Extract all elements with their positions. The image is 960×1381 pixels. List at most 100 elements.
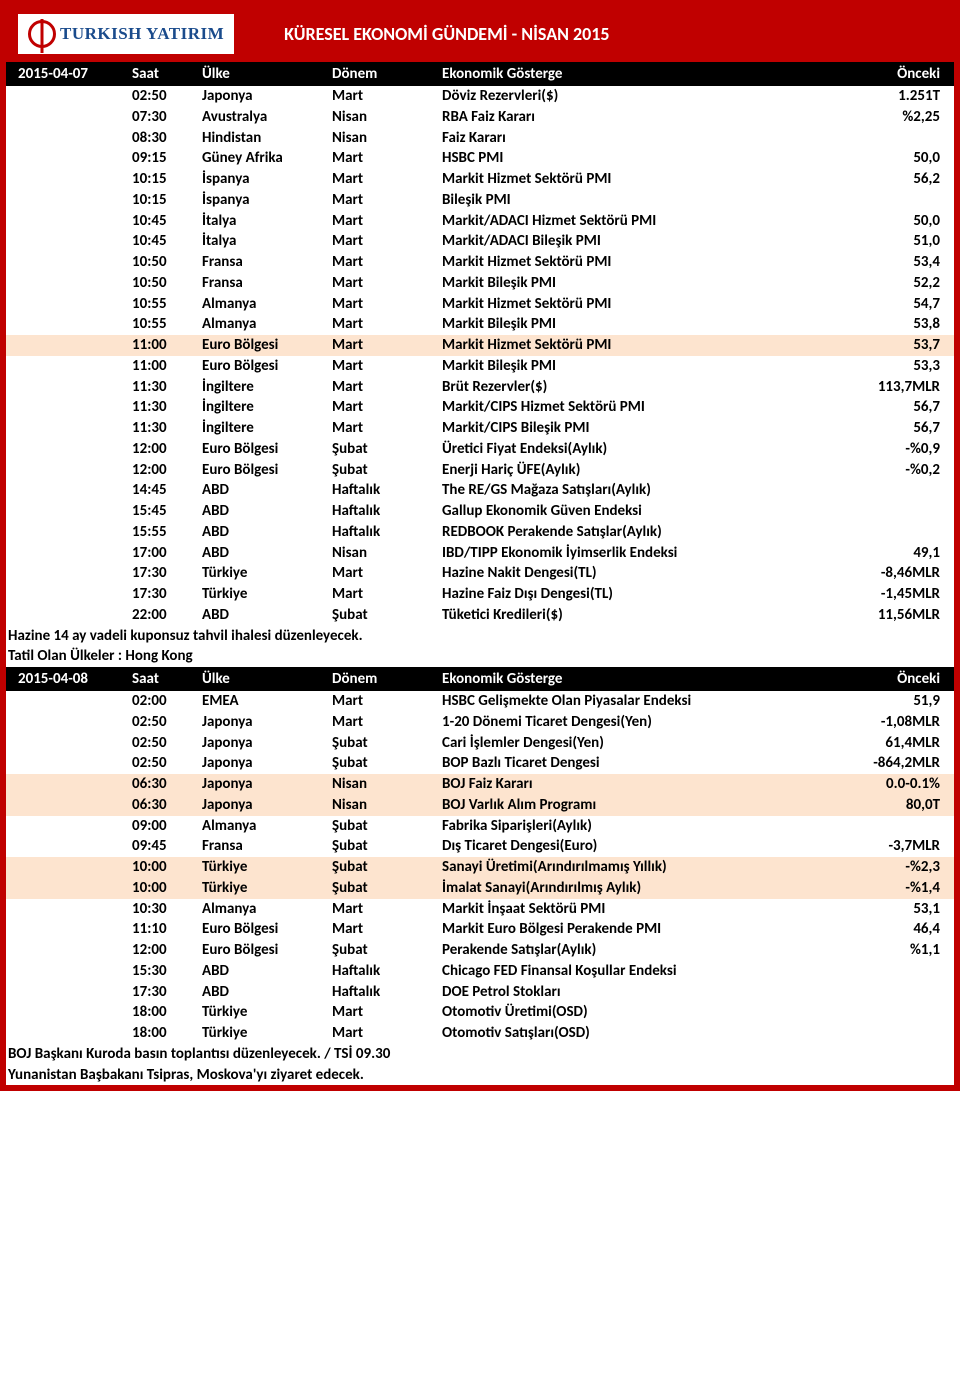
cell-date bbox=[12, 544, 132, 563]
col-saat: Saat bbox=[132, 670, 202, 688]
cell-ulke: Almanya bbox=[202, 295, 332, 314]
cell-donem: Şubat bbox=[332, 440, 442, 459]
table-row: 11:00Euro BölgesiMartMarkit Bileşik PMI5… bbox=[6, 356, 954, 377]
table-row: 02:00EMEAMartHSBC Gelişmekte Olan Piyasa… bbox=[6, 691, 954, 712]
cell-date bbox=[12, 606, 132, 625]
table-row: 10:15İspanyaMartMarkit Hizmet Sektörü PM… bbox=[6, 169, 954, 190]
cell-ulke: Japonya bbox=[202, 775, 332, 794]
cell-saat: 07:30 bbox=[132, 108, 202, 127]
table-row: 06:30JaponyaNisanBOJ Varlık Alım Program… bbox=[6, 795, 954, 816]
cell-ulke: ABD bbox=[202, 502, 332, 521]
cell-onceki bbox=[838, 129, 948, 148]
cell-date bbox=[12, 212, 132, 231]
cell-donem: Mart bbox=[332, 920, 442, 939]
cell-saat: 18:00 bbox=[132, 1003, 202, 1022]
cell-date bbox=[12, 817, 132, 836]
cell-date bbox=[12, 775, 132, 794]
cell-gosterge: Otomotiv Satışları(OSD) bbox=[442, 1024, 838, 1043]
cell-onceki: 53,4 bbox=[838, 253, 948, 272]
cell-saat: 10:45 bbox=[132, 232, 202, 251]
cell-date bbox=[12, 879, 132, 898]
cell-donem: Şubat bbox=[332, 879, 442, 898]
cell-donem: Mart bbox=[332, 274, 442, 293]
col-date: 2015-04-08 bbox=[12, 670, 132, 688]
cell-saat: 02:50 bbox=[132, 754, 202, 773]
cell-ulke: Türkiye bbox=[202, 879, 332, 898]
cell-date bbox=[12, 713, 132, 732]
cell-date bbox=[12, 1003, 132, 1022]
table-row: 18:00TürkiyeMartOtomotiv Satışları(OSD) bbox=[6, 1023, 954, 1044]
section-note: Yunanistan Başbakanı Tsipras, Moskova'yı… bbox=[6, 1065, 954, 1086]
cell-donem: Haftalık bbox=[332, 962, 442, 981]
cell-donem: Nisan bbox=[332, 796, 442, 815]
cell-donem: Şubat bbox=[332, 941, 442, 960]
table-row: 10:30AlmanyaMartMarkit İnşaat Sektörü PM… bbox=[6, 899, 954, 920]
rows-container: 02:50JaponyaMartDöviz Rezervleri($)1.251… bbox=[6, 86, 954, 626]
section-note: Hazine 14 ay vadeli kuponsuz tahvil ihal… bbox=[6, 626, 954, 647]
cell-date bbox=[12, 858, 132, 877]
cell-saat: 10:00 bbox=[132, 858, 202, 877]
cell-gosterge: Markit Hizmet Sektörü PMI bbox=[442, 253, 838, 272]
cell-ulke: ABD bbox=[202, 606, 332, 625]
cell-donem: Şubat bbox=[332, 837, 442, 856]
cell-gosterge: The RE/GS Mağaza Satışları(Aylık) bbox=[442, 481, 838, 500]
cell-onceki bbox=[838, 481, 948, 500]
cell-ulke: İspanya bbox=[202, 170, 332, 189]
cell-onceki: -%1,4 bbox=[838, 879, 948, 898]
cell-donem: Nisan bbox=[332, 108, 442, 127]
table-row: 11:00Euro BölgesiMartMarkit Hizmet Sektö… bbox=[6, 335, 954, 356]
cell-gosterge: Chicago FED Finansal Koşullar Endeksi bbox=[442, 962, 838, 981]
cell-gosterge: Üretici Fiyat Endeksi(Aylık) bbox=[442, 440, 838, 459]
cell-donem: Nisan bbox=[332, 775, 442, 794]
cell-date bbox=[12, 1024, 132, 1043]
cell-onceki: %1,1 bbox=[838, 941, 948, 960]
cell-donem: Mart bbox=[332, 692, 442, 711]
cell-ulke: İngiltere bbox=[202, 378, 332, 397]
cell-date bbox=[12, 734, 132, 753]
cell-gosterge: BOJ Faiz Kararı bbox=[442, 775, 838, 794]
page-container: TURKISH YATIRIM KÜRESEL EKONOMİ GÜNDEMİ … bbox=[0, 0, 960, 1091]
cell-onceki bbox=[838, 817, 948, 836]
cell-ulke: EMEA bbox=[202, 692, 332, 711]
cell-ulke: Almanya bbox=[202, 817, 332, 836]
cell-ulke: Güney Afrika bbox=[202, 149, 332, 168]
cell-donem: Haftalık bbox=[332, 481, 442, 500]
cell-gosterge: REDBOOK Perakende Satışlar(Aylık) bbox=[442, 523, 838, 542]
cell-donem: Mart bbox=[332, 398, 442, 417]
cell-onceki: 56,2 bbox=[838, 170, 948, 189]
cell-ulke: Almanya bbox=[202, 315, 332, 334]
cell-date bbox=[12, 962, 132, 981]
cell-saat: 08:30 bbox=[132, 129, 202, 148]
cell-donem: Mart bbox=[332, 585, 442, 604]
cell-gosterge: Döviz Rezervleri($) bbox=[442, 87, 838, 106]
cell-gosterge: DOE Petrol Stokları bbox=[442, 983, 838, 1002]
table-row: 09:45FransaŞubatDış Ticaret Dengesi(Euro… bbox=[6, 836, 954, 857]
cell-saat: 18:00 bbox=[132, 1024, 202, 1043]
col-gosterge: Ekonomik Gösterge bbox=[442, 670, 838, 688]
cell-gosterge: Markit Euro Bölgesi Perakende PMI bbox=[442, 920, 838, 939]
cell-saat: 10:55 bbox=[132, 295, 202, 314]
cell-donem: Haftalık bbox=[332, 983, 442, 1002]
cell-onceki: 53,8 bbox=[838, 315, 948, 334]
cell-ulke: Fransa bbox=[202, 274, 332, 293]
cell-date bbox=[12, 315, 132, 334]
cell-onceki: -864,2MLR bbox=[838, 754, 948, 773]
cell-donem: Mart bbox=[332, 253, 442, 272]
cell-date bbox=[12, 900, 132, 919]
cell-date bbox=[12, 419, 132, 438]
cell-gosterge: Markit Bileşik PMI bbox=[442, 274, 838, 293]
cell-donem: Şubat bbox=[332, 606, 442, 625]
cell-gosterge: Brüt Rezervler($) bbox=[442, 378, 838, 397]
cell-ulke: ABD bbox=[202, 983, 332, 1002]
cell-onceki bbox=[838, 191, 948, 210]
table-row: 14:45ABDHaftalıkThe RE/GS Mağaza Satışla… bbox=[6, 480, 954, 501]
cell-saat: 02:50 bbox=[132, 713, 202, 732]
cell-saat: 10:30 bbox=[132, 900, 202, 919]
logo-box: TURKISH YATIRIM bbox=[18, 14, 234, 54]
cell-donem: Haftalık bbox=[332, 502, 442, 521]
section-note: Tatil Olan Ülkeler : Hong Kong bbox=[6, 646, 954, 667]
cell-onceki: 80,0T bbox=[838, 796, 948, 815]
section-note: BOJ Başkanı Kuroda basın toplantısı düze… bbox=[6, 1044, 954, 1065]
cell-date bbox=[12, 253, 132, 272]
table-row: 12:00Euro BölgesiŞubatPerakende Satışlar… bbox=[6, 940, 954, 961]
